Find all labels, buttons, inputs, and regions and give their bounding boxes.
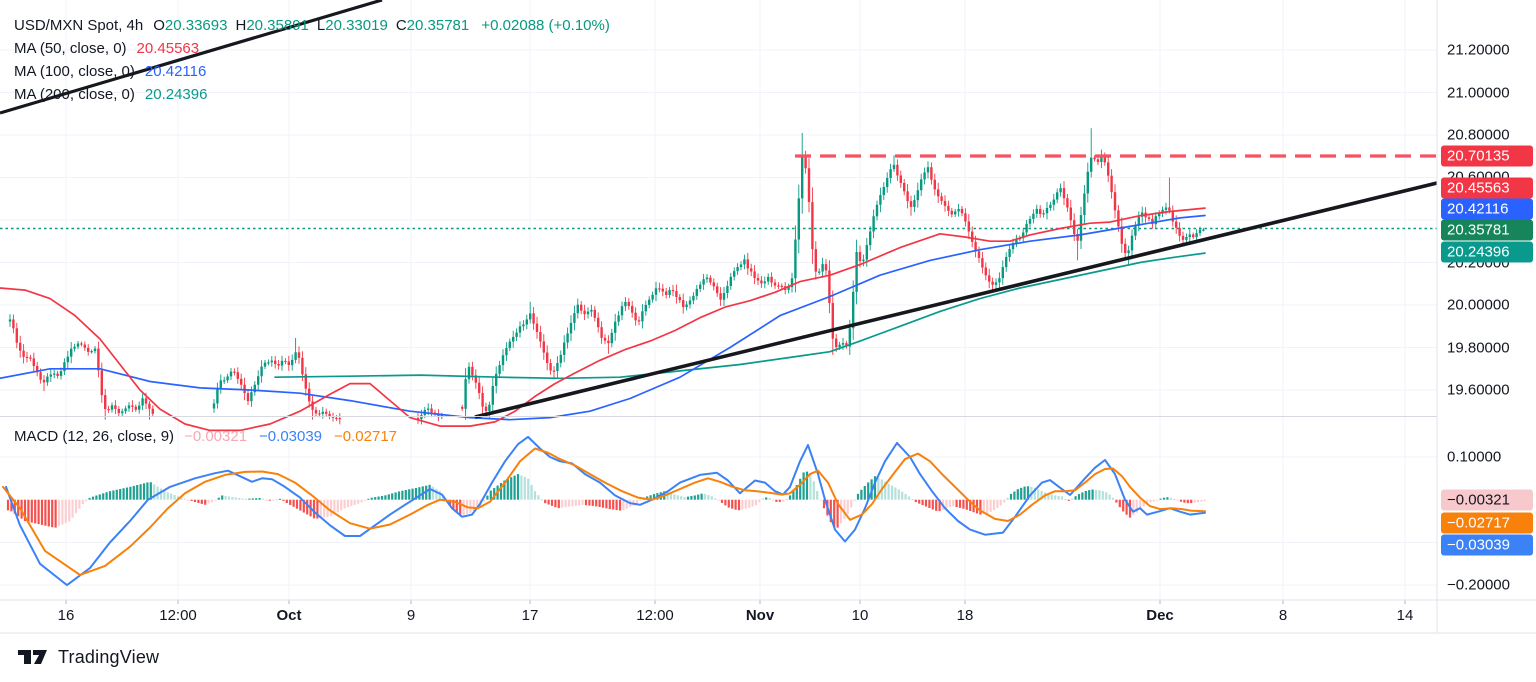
price-badge-2024396: 20.24396 bbox=[1441, 241, 1533, 263]
ma-legend-row-0[interactable]: MA (50, close, 0) 20.45563 bbox=[14, 37, 610, 60]
price-badge-003039: −0.03039 bbox=[1441, 534, 1533, 556]
ma-legend-row-1[interactable]: MA (100, close, 0) 20.42116 bbox=[14, 60, 610, 83]
time-axis-label-8: 8 bbox=[1278, 607, 1288, 624]
time-axis-label-1200: 12:00 bbox=[636, 607, 674, 624]
ma-value: 20.24396 bbox=[144, 86, 208, 103]
price-axis-label: 21.20000 bbox=[1447, 41, 1510, 59]
symbol-title[interactable]: USD/MXN Spot, 4h bbox=[14, 17, 144, 34]
ohlc-field-h: H20.35891 bbox=[235, 17, 309, 34]
ma-label: MA (100, close, 0) bbox=[14, 63, 135, 80]
tradingview-watermark-label: TradingView bbox=[58, 646, 160, 667]
price-axis-label: 19.80000 bbox=[1447, 339, 1510, 357]
macd-value-1: −0.03039 bbox=[259, 428, 323, 445]
price-badge-002717: −0.02717 bbox=[1441, 512, 1533, 534]
macd-indicator-title[interactable]: MACD (12, 26, close, 9) bbox=[14, 428, 175, 445]
price-axis-label: 20.80000 bbox=[1447, 126, 1510, 144]
time-axis-label-17: 17 bbox=[521, 607, 539, 624]
price-axis-label: 0.10000 bbox=[1447, 448, 1502, 466]
price-axis-label: −0.20000 bbox=[1447, 576, 1510, 594]
ma-value: 20.42116 bbox=[144, 63, 207, 80]
price-badge-2035781: 20.35781 bbox=[1441, 219, 1533, 241]
price-axis-label: 19.60000 bbox=[1447, 381, 1510, 399]
price-axis-label: 20.00000 bbox=[1447, 296, 1510, 314]
ohlc-field-l: L20.33019 bbox=[316, 17, 388, 34]
time-axis-label-nov: Nov bbox=[745, 607, 775, 624]
symbol-legend[interactable]: USD/MXN Spot, 4h O20.33693 H20.35891 L20.33… bbox=[14, 14, 610, 106]
ma-label: MA (50, close, 0) bbox=[14, 40, 127, 57]
time-axis-label-1200: 12:00 bbox=[159, 607, 197, 624]
ohlc-field-c: C20.35781 bbox=[395, 17, 470, 34]
price-change: +0.02088 (+0.10%) bbox=[481, 17, 610, 34]
time-axis-label-10: 10 bbox=[851, 607, 869, 624]
price-badge-000321: −0.00321 bbox=[1441, 489, 1533, 511]
time-axis-label-oct: Oct bbox=[276, 607, 302, 624]
price-badge-2070135: 20.70135 bbox=[1441, 145, 1533, 167]
price-badge-2045563: 20.45563 bbox=[1441, 177, 1533, 199]
price-axis-label: 21.00000 bbox=[1447, 84, 1510, 102]
ma-value: 20.45563 bbox=[136, 40, 200, 57]
tradingview-logo-icon bbox=[18, 650, 47, 664]
time-axis-label-18: 18 bbox=[956, 607, 974, 624]
time-axis-label-16: 16 bbox=[57, 607, 75, 624]
ohlc-field-o: O20.33693 bbox=[153, 17, 228, 34]
tradingview-watermark[interactable]: TradingView bbox=[16, 646, 159, 668]
ma-legend-row-2[interactable]: MA (200, close, 0) 20.24396 bbox=[14, 83, 610, 106]
time-axis-label-9: 9 bbox=[406, 607, 416, 624]
legend-ohlc-row[interactable]: USD/MXN Spot, 4h O20.33693 H20.35891 L20.33… bbox=[14, 14, 610, 37]
ma-label: MA (200, close, 0) bbox=[14, 86, 135, 103]
macd-value-2: −0.02717 bbox=[334, 428, 398, 445]
macd-legend[interactable]: MACD (12, 26, close, 9) −0.00321 −0.03039−… bbox=[14, 428, 409, 445]
time-axis-label-14: 14 bbox=[1396, 607, 1414, 624]
macd-value-0: −0.00321 bbox=[184, 428, 248, 445]
time-axis-label-dec: Dec bbox=[1146, 607, 1174, 624]
price-badge-2042116: 20.42116 bbox=[1441, 198, 1533, 220]
